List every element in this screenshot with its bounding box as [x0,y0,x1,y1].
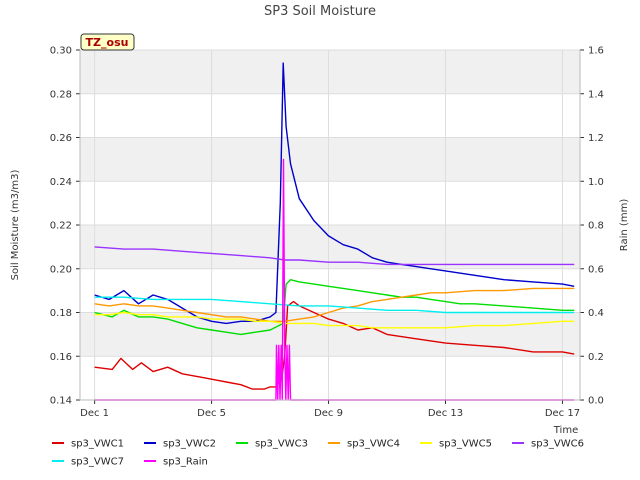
series-line-sp3_VWC6 [94,246,575,266]
legend-label-sp3_VWC5: sp3_VWC5 [439,439,492,450]
y2-tick-label: 1.0 [588,177,604,188]
x-axis-label: Time [553,425,578,436]
series-line-sp3_VWC7 [94,296,575,314]
y-tick-label: 0.14 [50,396,72,407]
y-tick-label: 0.30 [50,46,72,57]
x-tick-label: Dec 9 [314,408,343,419]
series-line-sp3_VWC2 [94,62,575,325]
y-tick-label: 0.28 [50,89,72,100]
y2-tick-label: 0.6 [588,264,604,275]
y2-tick-label: 0.4 [588,308,604,319]
y-axis-label: Soil Moisture (m3/m3) [10,170,21,281]
site-tag: TZ_osu [80,33,135,51]
y2-tick-label: 0.8 [588,221,604,232]
y-tick-label: 0.18 [50,308,72,319]
series-line-sp3_VWC3 [94,279,575,336]
y2-tick-label: 1.6 [588,46,604,57]
legend-label-sp3_VWC7: sp3_VWC7 [71,457,124,468]
series-line-sp3_VWC5 [94,311,575,329]
background-band [80,50,580,94]
y2-tick-label: 1.4 [588,89,604,100]
y-tick-label: 0.16 [50,352,72,363]
x-tick-label: Dec 5 [197,408,226,419]
x-tick-label: Dec 1 [80,408,109,419]
x-tick-label: Dec 17 [545,408,580,419]
y2-tick-label: 0.2 [588,352,604,363]
legend-label-sp3_VWC2: sp3_VWC2 [163,439,216,450]
legend-label-sp3_VWC3: sp3_VWC3 [255,439,308,450]
legend-label-sp3_VWC1: sp3_VWC1 [71,439,124,450]
background-band [80,137,580,182]
site-tag-text: TZ_osu [86,36,129,49]
y-tick-label: 0.20 [50,264,72,275]
x-tick-label: Dec 13 [428,408,463,419]
y-tick-label: 0.24 [50,177,72,188]
background-band [80,225,580,269]
legend-label-sp3_VWC6: sp3_VWC6 [531,439,584,450]
legend-label-sp3_VWC4: sp3_VWC4 [347,439,400,450]
y2-axis-label: Rain (mm) [619,199,630,252]
y-tick-label: 0.26 [50,133,72,144]
series-line-sp3_VWC4 [94,287,575,322]
legend-label-sp3_Rain: sp3_Rain [163,457,208,468]
y2-tick-label: 1.2 [588,133,604,144]
y-tick-label: 0.22 [50,221,72,232]
chart-title: SP3 Soil Moisture [264,4,376,19]
y2-tick-label: 0.0 [588,396,604,407]
